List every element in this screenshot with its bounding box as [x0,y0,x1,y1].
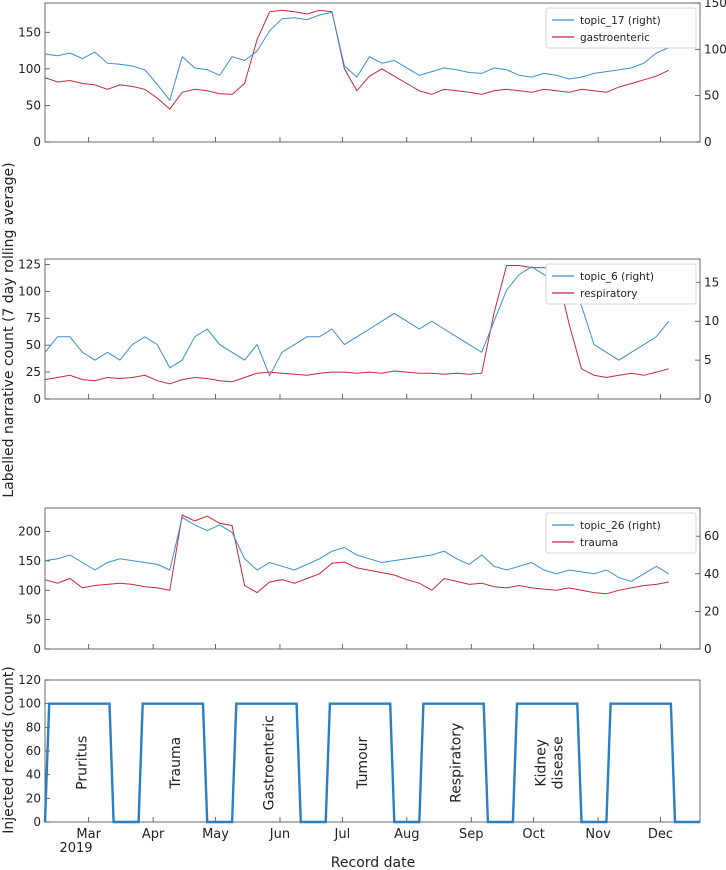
right-tick-label: 0 [704,642,712,656]
x-tick-label: Nov [585,827,611,842]
right-tick-label: 40 [704,567,719,581]
left-tick-label: 80 [26,720,41,734]
left-tick-label: 0 [33,135,41,149]
right-tick-label: 20 [704,604,719,618]
x-tick-label: May [202,827,229,842]
right-tick-label: 10 [704,314,719,328]
legend-box [545,7,697,49]
injection-label: Tumour [355,736,371,789]
injection-label: Respiratory [449,723,465,803]
left-tick-label: 0 [33,642,41,656]
injection-label: Gastroenteric [262,715,278,810]
legend-label: topic_6 (right) [580,271,654,283]
right-tick-label: 0 [704,392,712,406]
legend: topic_6 (right) respiratory [545,263,697,305]
left-tick-label: 25 [26,365,41,379]
injection-label: disease [551,736,567,789]
x-tick-label: Dec [648,827,673,842]
x-tick-label: Sep [459,827,484,842]
left-tick-label: 100 [18,62,41,76]
legend-label: topic_26 (right) [580,520,661,532]
left-tick-label: 50 [26,98,41,112]
right-tick-label: 50 [704,89,719,103]
legend: topic_17 (right) gastroenteric [545,7,697,49]
legend-box [545,263,697,305]
panel-injected-records: 0 20 40 60 80 100 120 Mar Apr May Jun Jul Aug Sep Oct N… [18,673,701,842]
legend-box [545,512,697,554]
series-line-gastroenteric [44,9,670,110]
injected-step-line [43,702,700,824]
x-tick-label: Oct [522,827,544,842]
plot-frame [44,507,701,650]
shared-y-label: Labelled narrative count (7 day rolling … [1,162,17,497]
left-tick-label: 150 [18,25,41,39]
left-tick-label: 100 [18,697,41,711]
legend-label: trauma [580,537,618,549]
plot-frame [44,258,701,400]
injection-label: Pruritus [74,736,90,790]
panel-topic26-trauma: 0 50 100 150 200 0 20 40 60 topic_26 (right) traum… [18,507,719,656]
injection-label: Kidney [534,739,550,787]
left-tick-label: 50 [26,338,41,352]
legend-label: respiratory [580,288,637,300]
injected-y-label: Injected records (count) [1,666,17,834]
left-tick-label: 50 [26,613,41,627]
plot-frame [44,679,701,823]
x-year-label: 2019 [59,841,92,856]
left-tick-label: 125 [18,257,41,271]
left-tick-label: 100 [18,284,41,298]
series-line-topic-26 [44,516,670,582]
right-tick-label: 15 [704,275,719,289]
right-tick-label: 60 [704,529,719,543]
panel-topic6-respiratory: 0 25 50 75 100 125 0 5 10 15 topic_6 (right) respir… [18,257,719,406]
series-line-topic-17 [44,11,670,102]
x-axis-label: Record date [331,855,415,870]
x-tick-label: Apr [142,827,165,842]
legend-label: gastroenteric [580,32,650,44]
right-tick-label: 100 [704,42,726,56]
left-tick-label: 100 [18,583,41,597]
left-tick-label: 120 [18,673,41,687]
left-tick-label: 75 [26,311,41,325]
plot-frame [44,2,701,143]
x-tick-label: Jul [334,827,351,842]
x-tick-label: Aug [394,827,419,842]
left-tick-label: 0 [33,392,41,406]
left-tick-label: 0 [33,815,41,829]
left-tick-label: 60 [26,744,41,758]
series-line-respiratory [44,265,669,385]
panel-topic17-gastroenteric: 0 50 100 150 0 50 100 150 topic_17 (right) gastro… [18,0,726,149]
left-tick-label: 40 [26,768,41,782]
left-tick-label: 150 [18,554,41,568]
injection-label: Trauma [168,737,184,790]
right-tick-label: 5 [704,353,712,367]
series-line-trauma [44,514,669,595]
right-tick-label: 0 [704,135,712,149]
right-tick-label: 150 [704,0,726,10]
left-tick-label: 20 [26,791,41,805]
left-tick-label: 200 [18,525,41,539]
legend: topic_26 (right) trauma [545,512,697,554]
x-tick-label: Mar [76,827,101,842]
legend-label: topic_17 (right) [580,15,661,27]
x-tick-label: Jun [269,827,290,842]
